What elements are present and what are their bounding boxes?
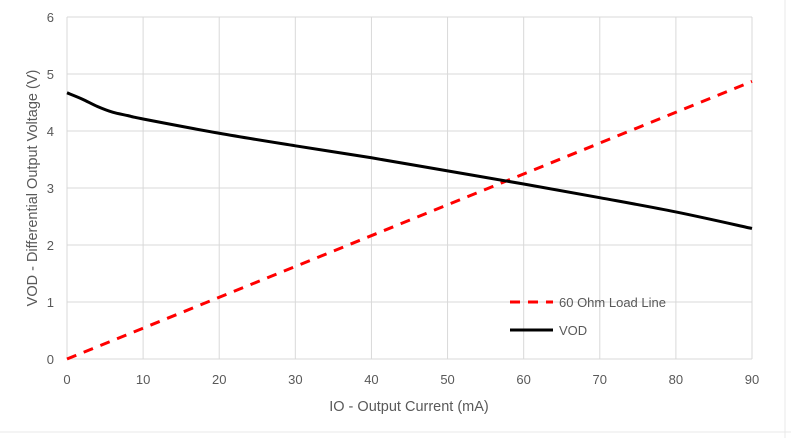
x-tick-label: 40	[364, 372, 378, 387]
x-tick-label: 70	[593, 372, 607, 387]
x-tick-label: 90	[745, 372, 759, 387]
y-tick-label: 6	[47, 10, 54, 25]
x-tick-label: 60	[516, 372, 530, 387]
x-tick-label: 20	[212, 372, 226, 387]
y-tick-label: 0	[47, 352, 54, 367]
x-axis-label: IO - Output Current (mA)	[329, 399, 489, 415]
y-tick-label: 5	[47, 67, 54, 82]
x-tick-label: 0	[63, 372, 70, 387]
tick-labels: 0 10 20 30 40 50 60 70 80 90 0 1 2 3 4 5 6	[47, 10, 759, 387]
y-axis-label: VOD - Differential Output Voltage (V)	[25, 70, 41, 307]
grid	[66, 16, 753, 360]
x-tick-label: 50	[440, 372, 454, 387]
y-tick-label: 4	[47, 124, 54, 139]
x-tick-label: 30	[288, 372, 302, 387]
y-tick-label: 1	[47, 295, 54, 310]
legend-label: 60 Ohm Load Line	[559, 295, 666, 310]
y-tick-label: 3	[47, 181, 54, 196]
series-line-vod	[66, 91, 753, 230]
y-tick-label: 2	[47, 238, 54, 253]
series-line-60-ohm-load-line	[66, 80, 753, 361]
series-lines	[66, 80, 753, 361]
x-tick-label: 80	[669, 372, 683, 387]
legend: 60 Ohm Load Line VOD	[510, 295, 666, 338]
legend-label: VOD	[559, 323, 587, 338]
x-tick-label: 10	[136, 372, 150, 387]
